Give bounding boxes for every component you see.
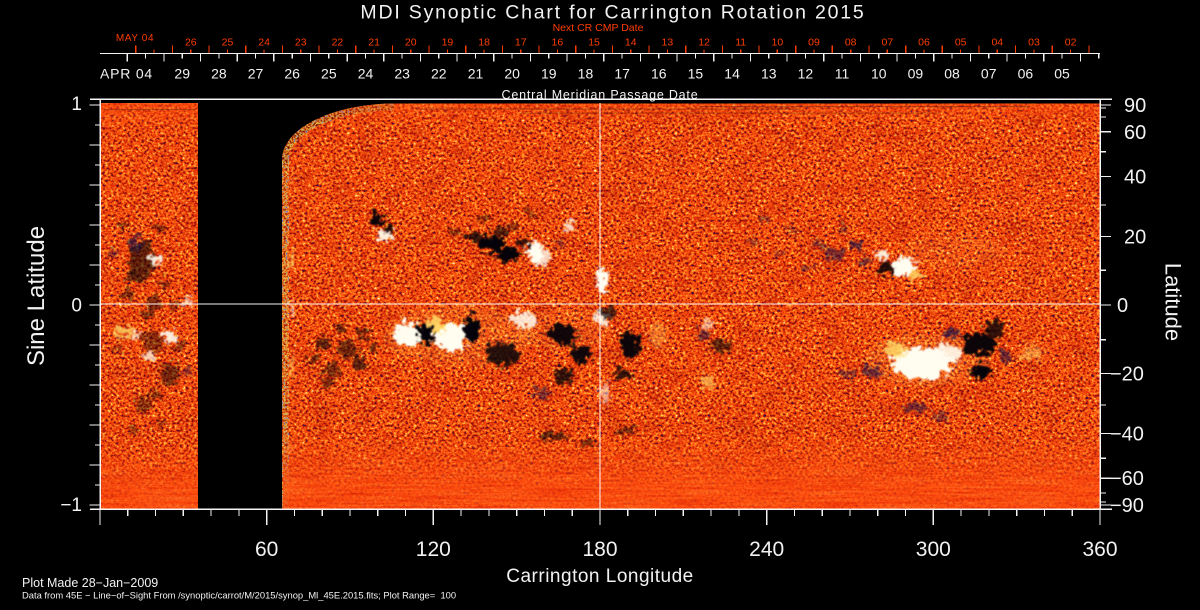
svg-text:23: 23	[295, 37, 307, 49]
svg-text:09: 09	[808, 37, 820, 49]
svg-text:22: 22	[431, 66, 447, 82]
svg-text:22: 22	[332, 37, 344, 49]
svg-text:10: 10	[772, 37, 784, 49]
svg-text:Central Meridian Passage Date: Central Meridian Passage Date	[502, 88, 699, 102]
svg-text:24: 24	[258, 37, 270, 49]
svg-text:Next CR CMP Date: Next CR CMP Date	[553, 22, 644, 34]
svg-text:06: 06	[1018, 66, 1034, 82]
svg-text:60: 60	[255, 538, 278, 561]
svg-text:MDI Synoptic Chart for Carring: MDI Synoptic Chart for Carrington Rotati…	[360, 2, 865, 24]
svg-text:−1: −1	[60, 495, 82, 516]
svg-text:05: 05	[1054, 66, 1070, 82]
svg-text:16: 16	[651, 66, 667, 82]
svg-text:25: 25	[222, 37, 234, 49]
svg-text:21: 21	[368, 37, 380, 49]
svg-text:20: 20	[1124, 227, 1146, 249]
svg-text:18: 18	[478, 37, 490, 49]
svg-text:07: 07	[981, 66, 997, 82]
svg-text:Latitude: Latitude	[1161, 263, 1186, 341]
svg-text:12: 12	[698, 37, 710, 49]
svg-text:18: 18	[578, 66, 594, 82]
svg-text:14: 14	[625, 37, 637, 49]
svg-text:26: 26	[284, 66, 300, 82]
svg-text:17: 17	[614, 66, 630, 82]
svg-text:360: 360	[1082, 538, 1117, 561]
svg-text:20: 20	[504, 66, 520, 82]
svg-text:13: 13	[662, 37, 674, 49]
svg-text:29: 29	[174, 66, 190, 82]
svg-text:15: 15	[688, 66, 704, 82]
svg-text:14: 14	[724, 66, 740, 82]
svg-text:13: 13	[761, 66, 777, 82]
svg-text:25: 25	[321, 66, 337, 82]
svg-text:07: 07	[881, 37, 893, 49]
svg-text:−90: −90	[1110, 495, 1144, 517]
svg-text:90: 90	[1124, 95, 1146, 117]
svg-text:120: 120	[416, 538, 451, 561]
svg-text:240: 240	[749, 538, 784, 561]
svg-text:03: 03	[1028, 37, 1040, 49]
svg-text:17: 17	[515, 37, 527, 49]
svg-text:1: 1	[71, 94, 82, 115]
svg-text:MAY 04: MAY 04	[116, 33, 154, 44]
svg-text:APR 04: APR 04	[100, 66, 153, 82]
svg-text:0: 0	[1117, 295, 1128, 317]
svg-text:06: 06	[918, 37, 930, 49]
svg-text:Data from 45E − Line−of−Sight: Data from 45E − Line−of−Sight From /syno…	[22, 590, 456, 601]
svg-text:40: 40	[1124, 166, 1146, 188]
svg-text:Sine Latitude: Sine Latitude	[23, 226, 50, 366]
svg-text:19: 19	[541, 66, 557, 82]
svg-text:23: 23	[394, 66, 410, 82]
svg-text:28: 28	[211, 66, 227, 82]
svg-text:02: 02	[1065, 37, 1077, 49]
svg-text:60: 60	[1124, 122, 1146, 144]
svg-text:−40: −40	[1110, 424, 1144, 446]
svg-text:09: 09	[908, 66, 924, 82]
svg-text:16: 16	[552, 37, 564, 49]
svg-text:Plot Made 28−Jan−2009: Plot Made 28−Jan−2009	[22, 576, 158, 590]
svg-text:0: 0	[71, 296, 82, 317]
svg-text:−20: −20	[1110, 363, 1144, 385]
svg-text:11: 11	[835, 66, 850, 82]
svg-text:300: 300	[916, 538, 951, 561]
svg-text:10: 10	[871, 66, 887, 82]
svg-text:04: 04	[991, 37, 1003, 49]
svg-text:19: 19	[442, 37, 454, 49]
svg-text:27: 27	[248, 66, 264, 82]
svg-text:11: 11	[735, 37, 746, 49]
svg-text:21: 21	[468, 66, 484, 82]
svg-text:05: 05	[955, 37, 967, 49]
svg-text:08: 08	[845, 37, 857, 49]
svg-text:24: 24	[358, 66, 374, 82]
svg-text:15: 15	[588, 37, 600, 49]
svg-text:12: 12	[798, 66, 814, 82]
svg-text:26: 26	[185, 37, 197, 49]
svg-text:Carrington Longitude: Carrington Longitude	[506, 566, 693, 587]
svg-text:−60: −60	[1110, 468, 1144, 490]
svg-text:20: 20	[405, 37, 417, 49]
svg-text:08: 08	[944, 66, 960, 82]
svg-text:180: 180	[582, 538, 617, 561]
